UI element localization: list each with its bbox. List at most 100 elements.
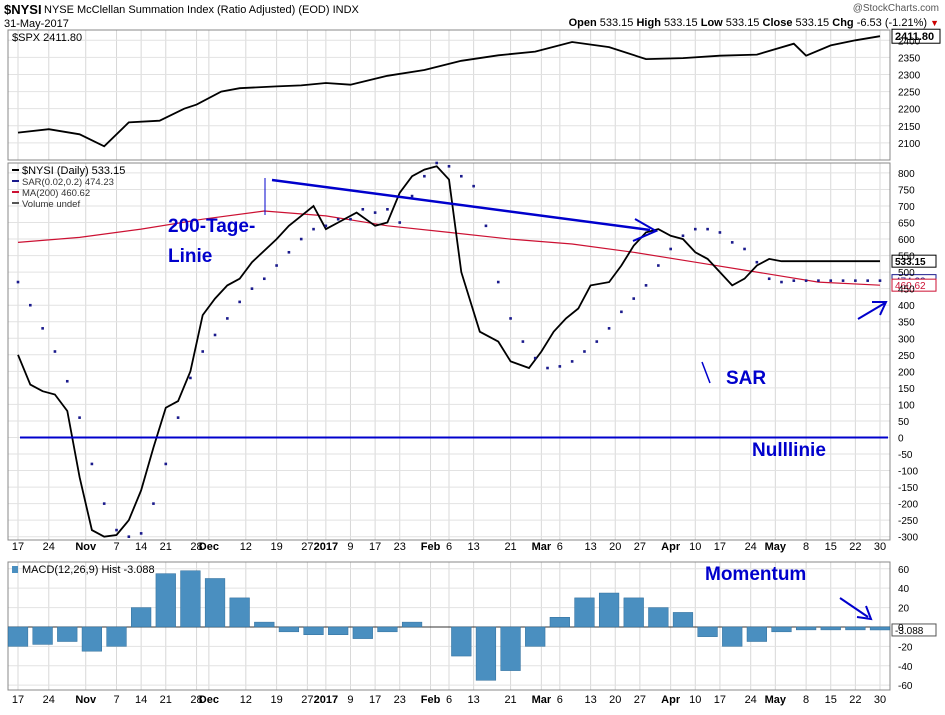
x-tick-label: 9	[347, 694, 353, 706]
gridlines	[8, 30, 890, 690]
x-tick-label: 24	[43, 541, 55, 553]
sar-dot	[65, 379, 69, 383]
macd-bar	[672, 612, 694, 628]
x-tick-label: Dec	[199, 541, 219, 553]
sar-dot	[201, 350, 205, 353]
macd-bar	[574, 597, 595, 628]
sar-dot	[226, 317, 229, 320]
x-tick-label: 17	[12, 541, 24, 553]
macd-bar	[796, 626, 817, 631]
x-tick-label: 24	[745, 694, 757, 706]
x-tick-label: Dec	[199, 694, 219, 706]
macd-bar	[7, 626, 29, 647]
sar-dot	[250, 287, 254, 290]
sar-dot	[336, 217, 340, 221]
spx-line	[17, 35, 881, 148]
macd-bar	[106, 626, 127, 647]
macd-bar	[81, 626, 102, 652]
nysi-y-tick-label: 100	[898, 400, 915, 411]
high-value: 533.15	[664, 17, 698, 29]
x-tick-label: 19	[270, 541, 282, 553]
spx-y-tick-label: 2300	[898, 70, 921, 81]
macd-bar	[180, 570, 201, 628]
x-tick-label: 7	[113, 541, 119, 553]
nysi-line	[17, 165, 880, 538]
sar-dot	[447, 165, 451, 168]
x-tick-label: 30	[874, 541, 886, 553]
x-tick-label: 24	[43, 694, 55, 706]
macd-bar	[278, 626, 300, 633]
x-tick-label: 2017	[314, 541, 338, 553]
sar-dot	[706, 227, 709, 231]
sar-dot	[398, 221, 402, 224]
sar-dot	[460, 174, 463, 178]
sar-dot	[410, 194, 414, 198]
macd-y-tick-label: 0	[898, 623, 904, 634]
x-tick-label: 6	[557, 541, 563, 553]
x-tick-label: Mar	[532, 694, 552, 706]
macd-bar	[697, 626, 718, 637]
open-label: Open	[568, 17, 597, 29]
macd-bar	[352, 626, 373, 639]
spx-y-tick-label: 2150	[898, 122, 921, 133]
sar-dot	[546, 366, 549, 370]
x-tick-label: 6	[446, 694, 452, 706]
sar-dot	[509, 317, 512, 320]
macd-bar	[32, 626, 53, 645]
nysi-y-tick-label: 700	[898, 202, 915, 213]
sar-dot	[866, 279, 869, 282]
nysi-last-value-0: 533.15	[895, 257, 926, 268]
down-arrow-icon	[856, 605, 873, 621]
macd-bar	[869, 626, 891, 631]
sar-dot	[349, 217, 352, 221]
x-tick-label: 28	[190, 541, 202, 553]
x-tick-label: Apr	[661, 541, 681, 553]
ma-annotation-line2: Linie	[168, 246, 212, 267]
down-triangle-icon: ▼	[930, 18, 939, 28]
nysi-legend-3: Volume undef	[22, 199, 80, 210]
sar-dot	[693, 227, 697, 231]
sar-dot	[484, 224, 488, 228]
x-tick-label: 8	[803, 541, 809, 553]
sar-dot	[164, 462, 168, 466]
x-tick-label: 13	[468, 694, 480, 706]
low-label: Low	[700, 17, 723, 29]
ma-annotation-line1: 200-Tage-	[168, 216, 255, 237]
index-name: NYSE McClellan Summation Index (Ratio Ad…	[44, 4, 330, 16]
nysi-last-value-box-0	[891, 254, 937, 268]
up-arrow-line	[857, 302, 886, 320]
high-label: High	[636, 17, 661, 29]
sar-dot	[755, 260, 759, 264]
macd-bar	[549, 617, 570, 628]
x-tick-label: Feb	[421, 541, 441, 553]
sar-dot	[238, 300, 241, 304]
x-tick-label: Nov	[75, 541, 97, 553]
macd-panel: MACD(12,26,9) Hist -3.088 -3.088	[7, 564, 937, 681]
sar-dot	[583, 350, 586, 353]
ma200-line	[17, 210, 881, 286]
macd-bar	[820, 626, 841, 631]
nysi-legend-swatch-3	[12, 202, 19, 204]
x-tick-label: Mar	[532, 541, 552, 553]
sar-dot	[176, 416, 180, 419]
x-tick-label: 6	[446, 541, 452, 553]
macd-y-tick-label: -40	[898, 662, 913, 673]
macd-bar	[328, 626, 349, 635]
x-tick-label: Feb	[421, 694, 441, 706]
sar-dot	[767, 277, 771, 281]
sar-dot	[139, 532, 143, 535]
sar-dot	[299, 237, 303, 241]
x-tick-label: 17	[369, 694, 381, 706]
sar-dot	[90, 462, 94, 466]
sar-dot	[312, 227, 315, 231]
x-tick-label: 28	[190, 694, 202, 706]
spx-panel: $SPX 2411.80 2411.80	[12, 28, 941, 148]
sar-dot	[189, 376, 192, 380]
sar-dot	[78, 416, 81, 419]
sar-dot	[373, 211, 377, 214]
sar-dot	[792, 279, 796, 282]
macd-bar	[598, 592, 620, 628]
sar-dot	[435, 161, 438, 165]
